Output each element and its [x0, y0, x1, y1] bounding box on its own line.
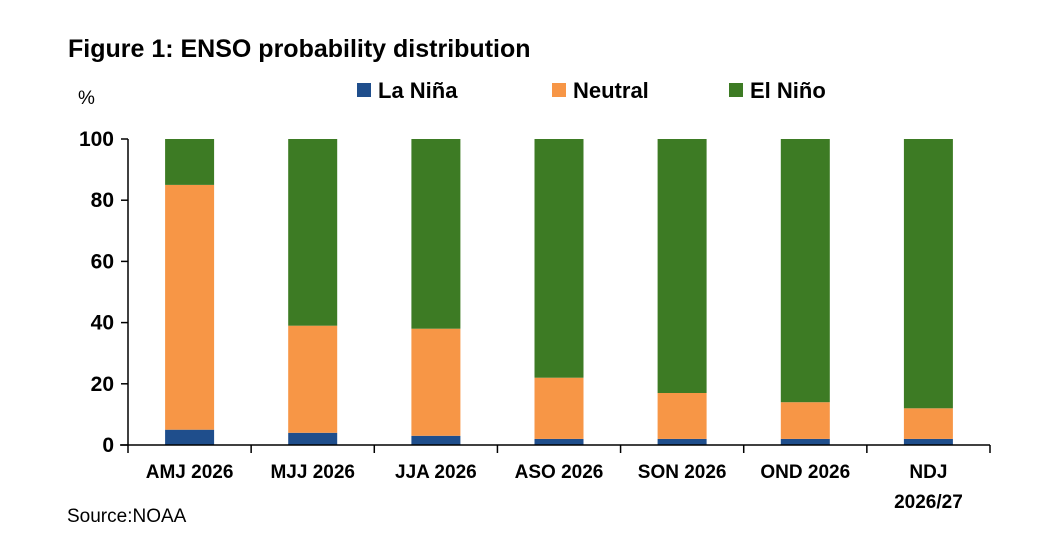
y-tick-label: 80 — [91, 189, 114, 212]
legend-label: El Niño — [750, 78, 826, 103]
y-tick-label: 0 — [102, 434, 114, 457]
source-note: Source:NOAA — [67, 506, 187, 527]
y-tick-label: 60 — [91, 250, 114, 273]
bar-el-ni-o-4 — [657, 139, 707, 393]
x-tick-label: OND 2026 — [760, 462, 850, 483]
bar-la-ni-a-6 — [903, 438, 953, 445]
bar-neutral-4 — [657, 393, 707, 439]
bar-neutral-0 — [165, 184, 215, 430]
legend-label: La Niña — [378, 78, 458, 103]
y-tick-label: 40 — [91, 312, 114, 335]
y-axis-ticks: 0 20 40 60 80 100 — [79, 128, 128, 457]
bar-el-ni-o-6 — [903, 139, 953, 409]
x-tick-label: JJA 2026 — [395, 462, 477, 483]
bar-neutral-2 — [411, 328, 461, 436]
bar-neutral-3 — [534, 377, 584, 439]
x-tick-label: NDJ 2026/27 — [894, 462, 963, 513]
chart-title: Figure 1: ENSO probability distribution — [68, 35, 531, 63]
bar-el-ni-o-3 — [534, 139, 584, 378]
bars — [165, 139, 953, 445]
bar-neutral-1 — [288, 325, 338, 433]
bar-la-ni-a-3 — [534, 438, 584, 445]
legend-swatch — [552, 83, 566, 97]
bar-la-ni-a-4 — [657, 438, 707, 445]
legend-swatch — [729, 83, 743, 97]
bar-neutral-5 — [780, 402, 830, 439]
legend-label: Neutral — [573, 78, 649, 103]
legend-item-la-ni-a: La Niña — [357, 78, 458, 103]
legend-swatch — [357, 83, 371, 97]
legend-item-el-ni-o: El Niño — [729, 78, 826, 103]
bar-la-ni-a-1 — [288, 432, 338, 445]
x-axis-ticks: AMJ 2026 MJJ 2026 JJA 2026 ASO 2026 SON 2026… — [127, 445, 991, 513]
x-tick-label: MJJ 2026 — [270, 462, 355, 483]
bar-el-ni-o-0 — [165, 139, 215, 185]
bar-neutral-6 — [903, 408, 953, 439]
axes — [120, 139, 990, 446]
bar-el-ni-o-2 — [411, 139, 461, 329]
legend: La Niña Neutral El Niño — [357, 78, 826, 103]
bar-la-ni-a-5 — [780, 438, 830, 445]
bar-la-ni-a-0 — [165, 429, 215, 445]
bar-la-ni-a-2 — [411, 435, 461, 445]
bar-el-ni-o-5 — [780, 139, 830, 403]
bar-el-ni-o-1 — [288, 139, 338, 326]
x-tick-label: ASO 2026 — [515, 462, 604, 483]
y-axis-unit: % — [78, 88, 95, 109]
y-tick-label: 100 — [79, 128, 114, 151]
x-tick-label: SON 2026 — [638, 462, 727, 483]
y-tick-label: 20 — [91, 373, 114, 396]
x-tick-label: AMJ 2026 — [146, 462, 234, 483]
legend-item-neutral: Neutral — [552, 78, 649, 103]
